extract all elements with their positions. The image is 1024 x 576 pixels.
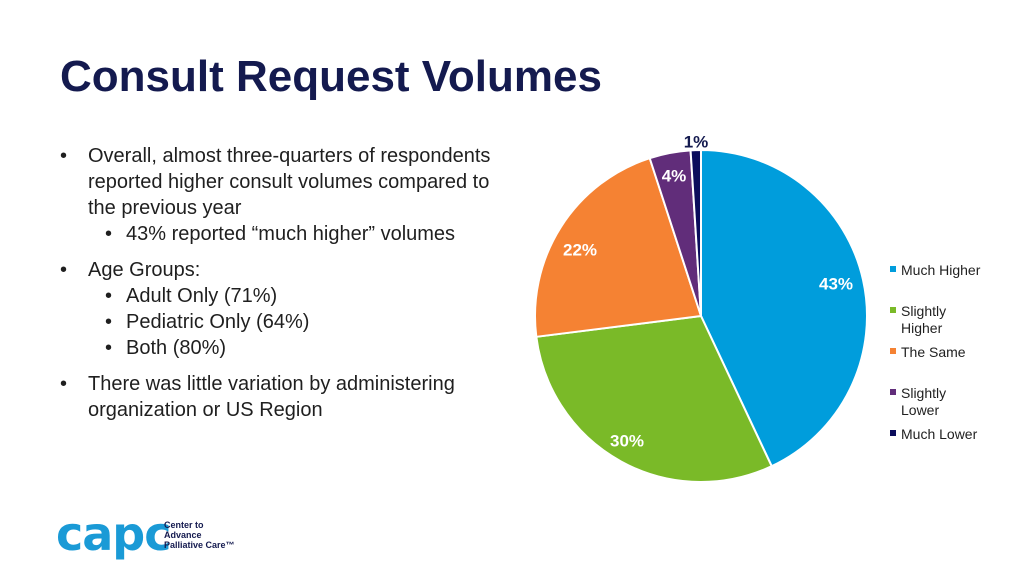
data-label-slightly-higher: 30% — [610, 431, 644, 450]
sub-bullet-text: 43% reported “much higher” volumes — [126, 223, 456, 245]
bullet-glyph: • — [60, 373, 68, 395]
legend-swatch — [890, 430, 896, 436]
sub-bullet-item: • 43% reported “much higher” volumes — [88, 221, 500, 247]
pie-slice-slightly-higher — [535, 314, 774, 483]
legend-item: Slightly Higher — [890, 303, 1000, 337]
legend-item: Much Lower — [890, 426, 1000, 443]
legend-label: Much Higher — [901, 262, 981, 278]
sub-bullet-item: • Adult Only (71%) — [88, 283, 500, 309]
legend-swatch — [890, 389, 896, 395]
data-label-the-same: 22% — [563, 240, 597, 259]
bullet-glyph: • — [105, 311, 113, 333]
pie-slice-much-higher — [700, 148, 868, 468]
bullet-glyph: • — [105, 223, 113, 245]
bullet-item: • Age Groups: • Adult Only (71%) • Pedia… — [60, 257, 500, 361]
bullet-glyph: • — [60, 259, 68, 281]
bullet-text: Age Groups: — [88, 259, 201, 281]
legend-label: Slightly Higher — [901, 303, 947, 336]
legend-label: The Same — [901, 344, 966, 360]
bullet-glyph: • — [105, 285, 113, 307]
legend-label: Slightly Lower — [901, 385, 947, 418]
bullet-text: Overall, almost three-quarters of respon… — [88, 145, 491, 219]
logo-wordmark: capc — [56, 507, 172, 561]
capc-logo: capc Center to Advance Palliative Care™ — [56, 507, 256, 562]
legend-label: Much Lower — [901, 426, 978, 442]
logo-tagline: Center to Advance Palliative Care™ — [164, 520, 235, 550]
bullet-text: There was little variation by administer… — [88, 373, 455, 421]
sub-bullet-text: Pediatric Only (64%) — [126, 311, 310, 333]
legend-item: Much Higher — [890, 262, 1000, 279]
bullet-list: • Overall, almost three-quarters of resp… — [60, 143, 500, 433]
logo-line: Center to — [164, 520, 204, 530]
sub-bullet-item: • Pediatric Only (64%) — [88, 309, 500, 335]
bullet-item: • There was little variation by administ… — [60, 371, 500, 423]
page-title: Consult Request Volumes — [60, 52, 602, 101]
sub-bullet-text: Both (80%) — [126, 337, 227, 359]
pie-slice-the-same — [534, 156, 703, 338]
legend-item: The Same — [890, 344, 1000, 361]
pie-slice-much-lower — [689, 148, 702, 317]
legend-swatch — [890, 348, 896, 354]
bullet-item: • Overall, almost three-quarters of resp… — [60, 143, 500, 247]
data-label-much-higher: 43% — [819, 274, 853, 293]
sub-bullet-text: Adult Only (71%) — [126, 285, 278, 307]
bullet-glyph: • — [60, 145, 68, 167]
logo-line: Palliative Care™ — [164, 540, 235, 550]
legend-swatch — [890, 266, 896, 272]
legend-item: Slightly Lower — [890, 385, 1000, 419]
data-label-much-lower: 1% — [684, 132, 709, 151]
logo-line: Advance — [164, 530, 202, 540]
legend-swatch — [890, 307, 896, 313]
data-label-slightly-lower: 4% — [662, 166, 687, 185]
bullet-glyph: • — [105, 337, 113, 359]
sub-bullet-item: • Both (80%) — [88, 335, 500, 361]
